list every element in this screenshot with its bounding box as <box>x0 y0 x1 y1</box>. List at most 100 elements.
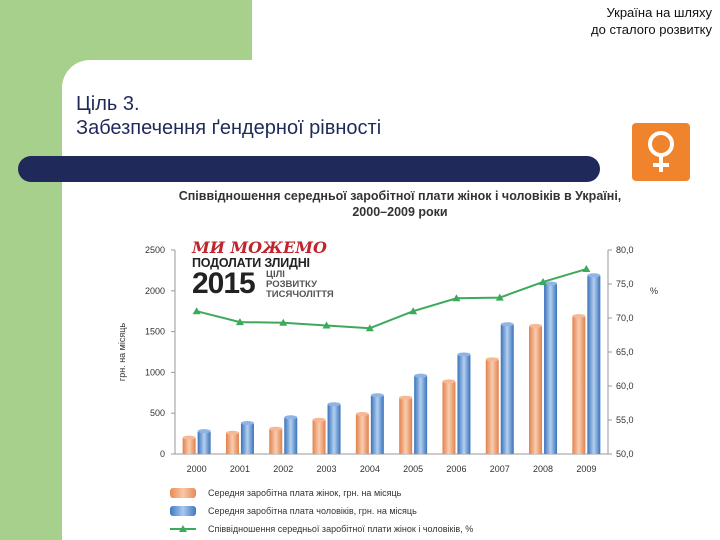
bar-women <box>355 414 369 454</box>
bar-men-cap <box>500 322 514 327</box>
ratio-point <box>322 321 331 329</box>
ratio-point <box>235 318 244 326</box>
left-green-strip <box>0 60 62 540</box>
bar-women <box>529 325 543 454</box>
chart-title-line-2: 2000–2009 роки <box>352 205 448 219</box>
title-underline-bar <box>18 156 600 182</box>
header-caption: Україна на шляху до сталого розвитку <box>591 4 712 38</box>
x-tick-label: 2008 <box>533 464 553 474</box>
ratio-point <box>409 307 418 315</box>
logo-sub-3: ТИСЯЧОЛІТТЯ <box>266 289 334 300</box>
bar-men <box>327 404 341 454</box>
bar-women-cap <box>355 412 369 417</box>
bar-men <box>544 283 558 454</box>
bar-women-cap <box>225 430 239 435</box>
legend-item-ratio: Співвідношення середньої заробітної плат… <box>170 520 590 538</box>
bar-women-cap <box>399 395 413 400</box>
wage-chart: 0 500 1000 1500 2000 2500 грн. на місяць 50,0 55… <box>117 245 658 474</box>
legend-label-men: Середня заробітна плата чоловіків, грн. … <box>208 506 417 516</box>
left-tick-label: 2000 <box>145 286 165 296</box>
logo-subtitle: ЦІЛІ РОЗВИТКУ ТИСЯЧОЛІТТЯ <box>266 270 334 300</box>
right-tick-label: 65,0 <box>616 347 634 357</box>
right-tick-label: 80,0 <box>616 245 634 255</box>
x-tick-label: 2003 <box>317 464 337 474</box>
bar-men <box>414 375 428 454</box>
bar-men <box>240 422 254 454</box>
bar-women <box>269 428 283 454</box>
bar-women <box>312 419 326 454</box>
legend-swatch-women <box>170 488 196 498</box>
ratio-point <box>452 294 461 302</box>
x-tick-label: 2007 <box>490 464 510 474</box>
bar-men-cap <box>284 415 298 420</box>
bar-men-cap <box>327 402 341 407</box>
content-panel <box>62 60 720 540</box>
legend-label-women: Середня заробітна плата жінок, грн. на м… <box>208 488 402 498</box>
left-tick-label: 2500 <box>145 245 165 255</box>
right-tick-label: 75,0 <box>616 279 634 289</box>
slide-title: Ціль 3. Забезпечення ґендерної рівності <box>76 92 381 140</box>
legend-line-ratio <box>170 524 196 534</box>
bar-men-cap <box>587 273 601 278</box>
bar-women-cap <box>442 379 456 384</box>
legend-item-women: Середня заробітна плата жінок, грн. на м… <box>170 484 590 502</box>
bar-women-cap <box>485 357 499 362</box>
bar-men <box>500 324 514 454</box>
x-tick-label: 2002 <box>273 464 293 474</box>
female-symbol-icon <box>632 123 690 181</box>
ratio-point <box>582 265 591 273</box>
bar-men-cap <box>240 420 254 425</box>
bar-men-cap <box>414 373 428 378</box>
header-line-1: Україна на шляху <box>606 5 712 20</box>
ratio-point <box>192 307 201 315</box>
left-axis-label: грн. на місяць <box>117 323 127 381</box>
x-tick-label: 2006 <box>446 464 466 474</box>
logo-sub-1: ЦІЛІ <box>266 269 285 280</box>
bar-women <box>572 316 586 454</box>
legend-item-men: Середня заробітна плата чоловіків, грн. … <box>170 502 590 520</box>
bar-men <box>197 431 211 454</box>
legend-label-ratio: Співвідношення середньої заробітної плат… <box>208 524 474 534</box>
bar-men-cap <box>370 393 384 398</box>
slide-title-line-2: Забезпечення ґендерної рівності <box>76 117 382 139</box>
bar-women <box>485 359 499 454</box>
bar-women-cap <box>312 417 326 422</box>
left-tick-label: 500 <box>150 408 165 418</box>
legend-swatch-men <box>170 506 196 516</box>
bar-women <box>442 381 456 454</box>
x-tick-label: 2005 <box>403 464 423 474</box>
header-line-2: до сталого розвитку <box>591 22 712 37</box>
right-tick-label: 70,0 <box>616 313 634 323</box>
mdg-logo: МИ МОЖЕМО ПОДОЛАТИ ЗЛИДНІ 2015 ЦІЛІ РОЗВ… <box>192 240 342 304</box>
chart-title: Співвідношення середньої заробітної плат… <box>150 188 650 220</box>
bar-men <box>284 417 298 454</box>
logo-year: 2015 <box>192 267 256 300</box>
right-tick-label: 55,0 <box>616 415 634 425</box>
bar-men-cap <box>197 429 211 434</box>
logo-sub-2: РОЗВИТКУ <box>266 279 317 290</box>
bar-men <box>457 354 471 454</box>
ratio-point <box>365 324 374 332</box>
logo-line-1: МИ МОЖЕМО <box>192 238 327 257</box>
slide-title-line-1: Ціль 3. <box>76 93 140 115</box>
bar-men-cap <box>457 352 471 357</box>
bar-women-cap <box>182 435 196 440</box>
bar-women <box>182 437 196 454</box>
x-tick-label: 2009 <box>576 464 596 474</box>
bar-men <box>587 275 601 454</box>
bar-men <box>370 395 384 454</box>
x-tick-label: 2000 <box>187 464 207 474</box>
right-tick-label: 60,0 <box>616 381 634 391</box>
ratio-point <box>279 318 288 326</box>
logo-line-2: ПОДОЛАТИ ЗЛИДНІ <box>192 256 310 270</box>
ratio-point <box>539 277 548 285</box>
right-tick-label: 50,0 <box>616 449 634 459</box>
bar-women-cap <box>269 426 283 431</box>
left-tick-label: 1000 <box>145 367 165 377</box>
right-axis-label: % <box>650 286 658 296</box>
bar-women-cap <box>529 323 543 328</box>
chart-title-line-1: Співвідношення середньої заробітної плат… <box>178 189 622 203</box>
bar-women <box>399 397 413 454</box>
bar-women <box>225 432 239 454</box>
left-tick-label: 0 <box>160 449 165 459</box>
